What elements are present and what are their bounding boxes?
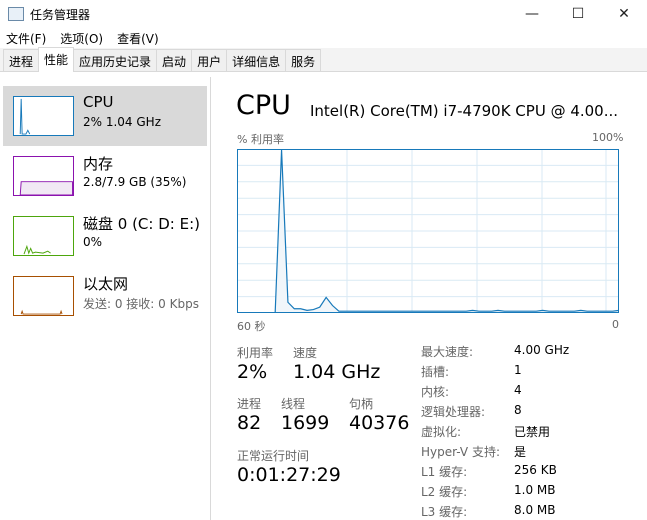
sidebar-item-sub: 2.8/7.9 GB (35%) — [83, 175, 187, 189]
window-title: 任务管理器 — [30, 7, 91, 22]
uptime-label: 正常运行时间 — [237, 449, 310, 463]
handles-label: 句柄 — [349, 397, 374, 411]
tab-services[interactable]: 服务 — [285, 49, 322, 71]
y-axis-label: % 利用率 — [237, 133, 284, 146]
task-manager-icon — [8, 7, 24, 21]
tab-bar: 进程 性能 应用历史记录 启动 用户 详细信息 服务 — [0, 47, 647, 72]
tab-processes[interactable]: 进程 — [3, 49, 40, 71]
title-bar: 任务管理器 — ☐ ✕ — [0, 0, 647, 28]
spec-label: 虚拟化: — [421, 425, 462, 439]
chart-border — [237, 149, 619, 313]
utilization-label: 利用率 — [237, 346, 274, 360]
sidebar-item-disk[interactable]: 磁盘 0 (C: D: E:) 0% — [3, 206, 207, 266]
sidebar-item-sub: 发送: 0 接收: 0 Kbps — [83, 297, 199, 311]
processes-value: 82 — [237, 412, 262, 434]
threads-value: 1699 — [281, 412, 330, 434]
menu-file[interactable]: 文件(F) — [6, 31, 47, 46]
spec-value: 256 KB — [514, 463, 557, 477]
tab-performance[interactable]: 性能 — [38, 47, 75, 72]
spec-value: 已禁用 — [514, 425, 551, 439]
disk-thumbnail-graph — [13, 216, 74, 256]
utilization-value: 2% — [237, 361, 268, 383]
cpu-thumbnail-graph — [13, 96, 74, 136]
spec-label: 逻辑处理器: — [421, 405, 486, 419]
spec-value: 是 — [514, 445, 527, 459]
sidebar-item-ethernet[interactable]: 以太网 发送: 0 接收: 0 Kbps — [3, 266, 207, 326]
threads-label: 线程 — [281, 397, 306, 411]
uptime-value: 0:01:27:29 — [237, 464, 341, 486]
memory-thumbnail-graph — [13, 156, 74, 196]
sidebar-item-sub: 2% 1.04 GHz — [83, 115, 162, 129]
sidebar-item-cpu[interactable]: CPU 2% 1.04 GHz — [3, 86, 207, 146]
menu-bar: 文件(F) 选项(O) 查看(V) — [0, 28, 647, 48]
sidebar-item-name: 内存 — [83, 155, 114, 173]
x-right-label: 0 — [612, 318, 619, 331]
maximize-button[interactable]: ☐ — [571, 6, 585, 22]
spec-label: 最大速度: — [421, 345, 474, 359]
menu-options[interactable]: 选项(O) — [60, 31, 104, 46]
spec-value: 8 — [514, 403, 522, 417]
tab-users[interactable]: 用户 — [191, 49, 228, 71]
cpu-utilization-chart — [237, 149, 619, 313]
spec-label: L2 缓存: — [421, 485, 468, 499]
handles-value: 40376 — [349, 412, 410, 434]
sidebar-item-sub: 0% — [83, 235, 103, 249]
sidebar-item-name: 磁盘 0 (C: D: E:) — [83, 215, 200, 233]
y-max-label: 100% — [592, 131, 624, 144]
x-left-label: 60 秒 — [237, 320, 266, 333]
sidebar-item-name: CPU — [83, 93, 114, 111]
spec-value: 8.0 MB — [514, 503, 556, 517]
spec-label: Hyper-V 支持: — [421, 445, 500, 459]
resource-sidebar: CPU 2% 1.04 GHz 内存 2.8/7.9 GB (35%) 磁盘 0… — [0, 77, 211, 520]
tab-details[interactable]: 详细信息 — [226, 49, 287, 71]
close-button[interactable]: ✕ — [618, 6, 630, 22]
ethernet-thumbnail-graph — [13, 276, 74, 316]
speed-value: 1.04 GHz — [293, 361, 381, 383]
cpu-model: Intel(R) Core(TM) i7-4790K CPU @ 4.00... — [310, 102, 619, 120]
cpu-detail-panel: CPU Intel(R) Core(TM) i7-4790K CPU @ 4.0… — [236, 88, 647, 520]
tab-app-history[interactable]: 应用历史记录 — [73, 49, 158, 71]
sidebar-item-name: 以太网 — [83, 275, 129, 293]
spec-value: 4.00 GHz — [514, 343, 570, 357]
spec-label: L3 缓存: — [421, 505, 468, 519]
spec-value: 1 — [514, 363, 522, 377]
spec-value: 1.0 MB — [514, 483, 556, 497]
minimize-button[interactable]: — — [525, 6, 539, 22]
page-title: CPU — [236, 90, 291, 121]
processes-label: 进程 — [237, 397, 262, 411]
spec-value: 4 — [514, 383, 522, 397]
spec-label: 内核: — [421, 385, 450, 399]
cpu-series-line — [274, 149, 619, 313]
spec-label: L1 缓存: — [421, 465, 468, 479]
sidebar-item-memory[interactable]: 内存 2.8/7.9 GB (35%) — [3, 146, 207, 206]
menu-view[interactable]: 查看(V) — [117, 31, 159, 46]
tab-startup[interactable]: 启动 — [156, 49, 193, 71]
spec-label: 插槽: — [421, 365, 450, 379]
speed-label: 速度 — [293, 346, 318, 360]
